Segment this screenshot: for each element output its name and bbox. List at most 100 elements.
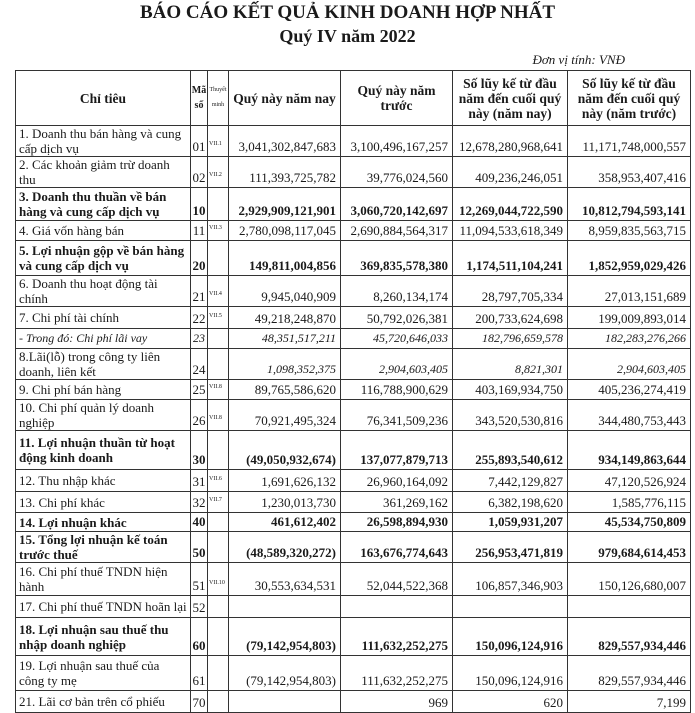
quarter-current-value: 89,765,586,620 <box>228 379 341 400</box>
ytd-current-value: 7,442,129,827 <box>452 469 568 492</box>
row-note: VII.2 <box>207 156 229 188</box>
ytd-current-value: 1,174,511,104,241 <box>452 240 568 276</box>
ytd-current-value: 28,797,705,334 <box>452 275 568 307</box>
row-code: 02 <box>190 156 208 188</box>
report-subtitle: Quý IV năm 2022 <box>279 26 416 46</box>
row-note <box>207 187 229 221</box>
quarter-current-value: (79,142,954,803) <box>228 655 341 691</box>
quarter-previous-value: 50,792,026,381 <box>340 306 453 329</box>
table-header-row: Chỉ tiêu Mã số Thuyết minh Quý này năm n… <box>15 70 691 126</box>
row-code: 24 <box>190 348 208 380</box>
table-row: 4. Giá vốn hàng bán 11 VII.3 2,780,098,117,… <box>15 220 691 241</box>
quarter-previous-value: 3,060,720,142,697 <box>340 187 453 221</box>
row-code: 40 <box>190 512 208 532</box>
row-code: 61 <box>190 655 208 691</box>
row-code: 25 <box>190 379 208 400</box>
quarter-current-value: 111,393,725,782 <box>228 156 341 188</box>
table-row: 7. Chi phí tài chính 22 VII.5 49,218,248,87… <box>15 306 691 329</box>
table-row: - Trong đó: Chi phí lãi vay 23 48,351,517,… <box>15 328 691 349</box>
row-label: 12. Thu nhập khác <box>15 469 191 492</box>
row-label: 8.Lãi(lỗ) trong công ty liên doanh, liên… <box>15 348 191 380</box>
ytd-previous-value: 11,171,748,000,557 <box>567 125 691 157</box>
row-code: 70 <box>190 690 208 713</box>
ytd-current-value: 106,857,346,903 <box>452 562 568 596</box>
row-label: 18. Lợi nhuận sau thuế thu nhập doanh ng… <box>15 617 191 656</box>
quarter-previous-value: 163,676,774,643 <box>340 531 453 563</box>
row-label: 11. Lợi nhuận thuần từ hoạt động kinh do… <box>15 430 191 470</box>
col-header-item: Chỉ tiêu <box>15 70 191 126</box>
quarter-current-value: 149,811,004,856 <box>228 240 341 276</box>
ytd-previous-value: 829,557,934,446 <box>567 617 691 656</box>
quarter-current-value: (48,589,320,272) <box>228 531 341 563</box>
quarter-current-value <box>228 595 341 618</box>
ytd-previous-value: 150,126,680,007 <box>567 562 691 596</box>
ytd-previous-value: 829,557,934,446 <box>567 655 691 691</box>
quarter-previous-value: 26,960,164,092 <box>340 469 453 492</box>
row-code: 26 <box>190 399 208 431</box>
ytd-previous-value: 47,120,526,924 <box>567 469 691 492</box>
row-code: 50 <box>190 531 208 563</box>
ytd-current-value: 403,169,934,750 <box>452 379 568 400</box>
ytd-current-value: 620 <box>452 690 568 713</box>
quarter-current-value: 3,041,302,847,683 <box>228 125 341 157</box>
quarter-current-value: 461,612,402 <box>228 512 341 532</box>
ytd-current-value: 409,236,246,051 <box>452 156 568 188</box>
table-row: 8.Lãi(lỗ) trong công ty liên doanh, liên… <box>15 348 691 380</box>
ytd-previous-value: 934,149,863,644 <box>567 430 691 470</box>
table-row: 9. Chi phí bán hàng 25 VII.8 89,765,586,620… <box>15 379 691 400</box>
row-label: 19. Lợi nhuận sau thuế của công ty mẹ <box>15 655 191 691</box>
row-note <box>207 348 229 380</box>
ytd-previous-value: 405,236,274,419 <box>567 379 691 400</box>
quarter-current-value: 1,098,352,375 <box>228 348 341 380</box>
quarter-current-value: 2,929,909,121,901 <box>228 187 341 221</box>
quarter-current-value: (79,142,954,803) <box>228 617 341 656</box>
quarter-previous-value: 369,835,578,380 <box>340 240 453 276</box>
ytd-current-value: 200,733,624,698 <box>452 306 568 329</box>
ytd-current-value: 255,893,540,612 <box>452 430 568 470</box>
row-label: 15. Tổng lợi nhuận kế toán trước thuế <box>15 531 191 563</box>
ytd-previous-value <box>567 595 691 618</box>
table-row: 11. Lợi nhuận thuần từ hoạt động kinh do… <box>15 430 691 470</box>
quarter-current-value <box>228 690 341 713</box>
table-row: 16. Chi phí thuế TNDN hiện hành 51 VII.10 3… <box>15 562 691 596</box>
col-header-note: Thuyết minh <box>207 70 229 126</box>
row-label: 17. Chi phí thuế TNDN hoãn lại <box>15 595 191 618</box>
row-note <box>207 531 229 563</box>
table-row: 14. Lợi nhuận khác 40 461,612,402 26,598,89… <box>15 512 691 532</box>
table-row: 21. Lãi cơ bản trên cổ phiếu 70 969 620 7,19… <box>15 690 691 713</box>
row-code: 52 <box>190 595 208 618</box>
ytd-current-value: 12,269,044,722,590 <box>452 187 568 221</box>
ytd-previous-value: 358,953,407,416 <box>567 156 691 188</box>
row-note: VII.8 <box>207 399 229 431</box>
row-note <box>207 655 229 691</box>
row-code: 60 <box>190 617 208 656</box>
ytd-previous-value: 8,959,835,563,715 <box>567 220 691 241</box>
ytd-previous-value: 979,684,614,453 <box>567 531 691 563</box>
table-row: 1. Doanh thu bán hàng và cung cấp dịch v… <box>15 125 691 157</box>
row-label: 21. Lãi cơ bản trên cổ phiếu <box>15 690 191 713</box>
quarter-previous-value: 8,260,134,174 <box>340 275 453 307</box>
col-header-quarter-previous: Quý này năm trước <box>340 70 453 126</box>
row-code: 10 <box>190 187 208 221</box>
currency-unit: Đơn vị tính: VNĐ <box>532 52 625 67</box>
table-row: 17. Chi phí thuế TNDN hoãn lại 52 <box>15 595 691 618</box>
quarter-current-value: 1,691,626,132 <box>228 469 341 492</box>
quarter-current-value: 9,945,040,909 <box>228 275 341 307</box>
quarter-previous-value: 969 <box>340 690 453 713</box>
quarter-previous-value: 111,632,252,275 <box>340 617 453 656</box>
row-code: 23 <box>190 328 208 349</box>
col-header-ytd-current: Số lũy kế từ đầu năm đến cuối quý này (n… <box>452 70 568 126</box>
row-note <box>207 328 229 349</box>
table-row: 19. Lợi nhuận sau thuế của công ty mẹ 61 (… <box>15 655 691 691</box>
row-note: VII.10 <box>207 562 229 596</box>
row-code: 21 <box>190 275 208 307</box>
table-row: 5. Lợi nhuận gộp về bán hàng và cung cấp… <box>15 240 691 276</box>
ytd-current-value <box>452 595 568 618</box>
table-row: 6. Doanh thu hoạt động tài chính 21 VII.4 9… <box>15 275 691 307</box>
row-note: VII.3 <box>207 220 229 241</box>
row-code: 20 <box>190 240 208 276</box>
quarter-current-value: 1,230,013,730 <box>228 491 341 513</box>
row-note <box>207 240 229 276</box>
ytd-current-value: 182,796,659,578 <box>452 328 568 349</box>
quarter-previous-value: 137,077,879,713 <box>340 430 453 470</box>
